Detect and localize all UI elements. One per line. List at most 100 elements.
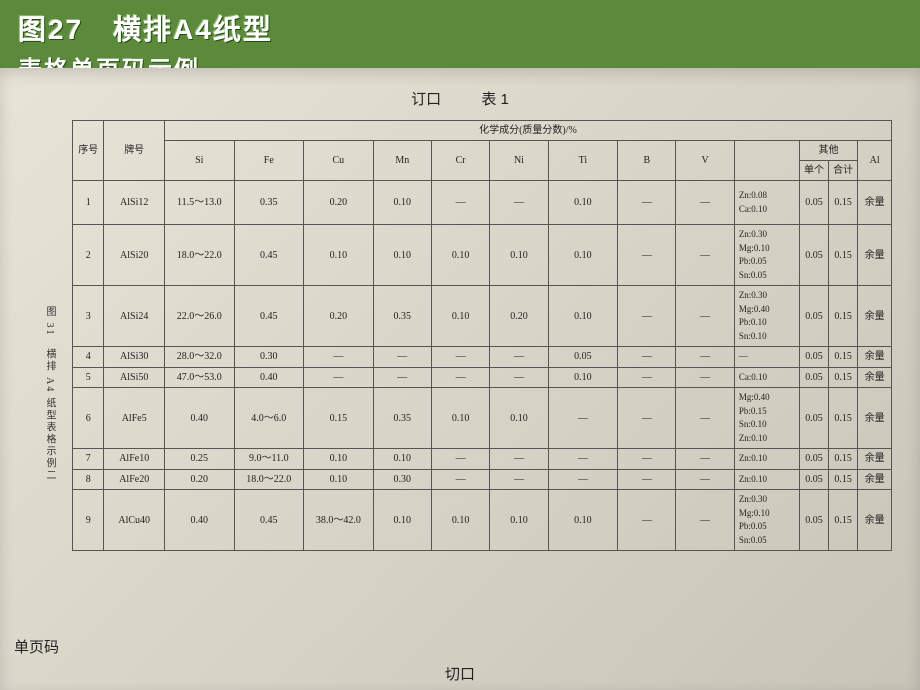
table-row: 9AlCu400.400.4538.0～42.00.100.100.100.10… [73, 490, 892, 551]
cell-b: — [618, 490, 676, 551]
cell-al: 余量 [858, 181, 892, 225]
cell-grade: AlSi12 [104, 181, 165, 225]
cell-s: 0.05 [799, 469, 828, 490]
cell-fe: 0.30 [234, 347, 304, 368]
cell-b: — [618, 388, 676, 449]
cell-mn: — [373, 367, 431, 388]
cell-grade: AlSi20 [104, 225, 165, 286]
cell-fe: 9.0～11.0 [234, 449, 304, 470]
cell-si: 11.5～13.0 [164, 181, 234, 225]
cell-cu: — [304, 347, 374, 368]
cell-cu: 0.20 [304, 181, 374, 225]
col-si: Si [164, 141, 234, 181]
cell-ni: 0.10 [490, 225, 548, 286]
cell-al: 余量 [858, 449, 892, 470]
cell-seq: 8 [73, 469, 104, 490]
cell-si: 18.0～22.0 [164, 225, 234, 286]
cell-v: — [676, 469, 734, 490]
col-v: V [676, 141, 734, 181]
col-ni: Ni [490, 141, 548, 181]
cell-v: — [676, 449, 734, 470]
cell-s: 0.05 [799, 225, 828, 286]
cell-ti: 0.05 [548, 347, 618, 368]
cell-cr: 0.10 [431, 225, 489, 286]
cell-s: 0.05 [799, 388, 828, 449]
cell-ni: 0.20 [490, 286, 548, 347]
cell-b: — [618, 347, 676, 368]
cell-si: 28.0～32.0 [164, 347, 234, 368]
cell-cu: 0.20 [304, 286, 374, 347]
cell-grade: AlSi24 [104, 286, 165, 347]
cell-t: 0.15 [829, 449, 858, 470]
cell-ni: — [490, 347, 548, 368]
cell-v: — [676, 181, 734, 225]
cell-ti: 0.10 [548, 181, 618, 225]
cell-seq: 6 [73, 388, 104, 449]
cell-notes: Zn:0.10 [734, 449, 799, 470]
cell-si: 22.0～26.0 [164, 286, 234, 347]
col-fe: Fe [234, 141, 304, 181]
cell-seq: 1 [73, 181, 104, 225]
cell-si: 0.40 [164, 388, 234, 449]
document-page: 订口 表 1 图 31 横排 A4 纸型表格示例二 单页码 序号 牌号 化学成分… [0, 68, 920, 690]
binding-label: 订口 [411, 91, 441, 108]
cell-cu: — [304, 367, 374, 388]
cell-seq: 3 [73, 286, 104, 347]
cell-mn: 0.30 [373, 469, 431, 490]
cell-v: — [676, 225, 734, 286]
cell-b: — [618, 449, 676, 470]
table-number: 表 1 [481, 91, 509, 108]
table-row: 7AlFe100.259.0～11.00.100.10—————Zn:0.100… [73, 449, 892, 470]
cell-v: — [676, 388, 734, 449]
single-page-label: 单页码 [14, 636, 59, 657]
cell-al: 余量 [858, 367, 892, 388]
col-comp-group: 化学成分(质量分数)/% [164, 121, 891, 141]
cell-seq: 2 [73, 225, 104, 286]
cell-t: 0.15 [829, 347, 858, 368]
cell-v: — [676, 347, 734, 368]
cell-grade: AlFe20 [104, 469, 165, 490]
cell-s: 0.05 [799, 490, 828, 551]
cell-fe: 0.40 [234, 367, 304, 388]
cell-v: — [676, 286, 734, 347]
cell-b: — [618, 367, 676, 388]
cell-al: 余量 [858, 347, 892, 368]
table-row: 1AlSi1211.5～13.00.350.200.10——0.10——Zn:0… [73, 181, 892, 225]
cut-label: 切口 [0, 663, 920, 684]
cell-s: 0.05 [799, 347, 828, 368]
cell-notes: Zn:0.30Mg:0.40Pb:0.10Sn:0.10 [734, 286, 799, 347]
cell-ni: — [490, 181, 548, 225]
cell-cu: 0.10 [304, 469, 374, 490]
cell-cu: 0.10 [304, 225, 374, 286]
cell-cr: 0.10 [431, 490, 489, 551]
cell-ti: 0.10 [548, 286, 618, 347]
cell-si: 0.40 [164, 490, 234, 551]
table-row: 6AlFe50.404.0～6.00.150.350.100.10———Mg:0… [73, 388, 892, 449]
cell-si: 0.20 [164, 469, 234, 490]
cell-b: — [618, 286, 676, 347]
cell-si: 47.0～53.0 [164, 367, 234, 388]
cell-t: 0.15 [829, 367, 858, 388]
cell-cr: 0.10 [431, 388, 489, 449]
cell-fe: 4.0～6.0 [234, 388, 304, 449]
cell-mn: 0.10 [373, 490, 431, 551]
cell-seq: 4 [73, 347, 104, 368]
cell-s: 0.05 [799, 286, 828, 347]
cell-s: 0.05 [799, 181, 828, 225]
cell-t: 0.15 [829, 469, 858, 490]
cell-cr: — [431, 347, 489, 368]
table-row: 5AlSi5047.0～53.00.40————0.10——Ca:0.100.0… [73, 367, 892, 388]
cell-mn: 0.35 [373, 286, 431, 347]
cell-seq: 7 [73, 449, 104, 470]
col-seq: 序号 [73, 121, 104, 181]
cell-al: 余量 [858, 225, 892, 286]
cell-s: 0.05 [799, 449, 828, 470]
cell-s: 0.05 [799, 367, 828, 388]
cell-t: 0.15 [829, 490, 858, 551]
cell-notes: Ca:0.10 [734, 367, 799, 388]
cell-cu: 0.10 [304, 449, 374, 470]
cell-cr: 0.10 [431, 286, 489, 347]
cell-grade: AlCu40 [104, 490, 165, 551]
cell-al: 余量 [858, 490, 892, 551]
table-row: 2AlSi2018.0～22.00.450.100.100.100.100.10… [73, 225, 892, 286]
